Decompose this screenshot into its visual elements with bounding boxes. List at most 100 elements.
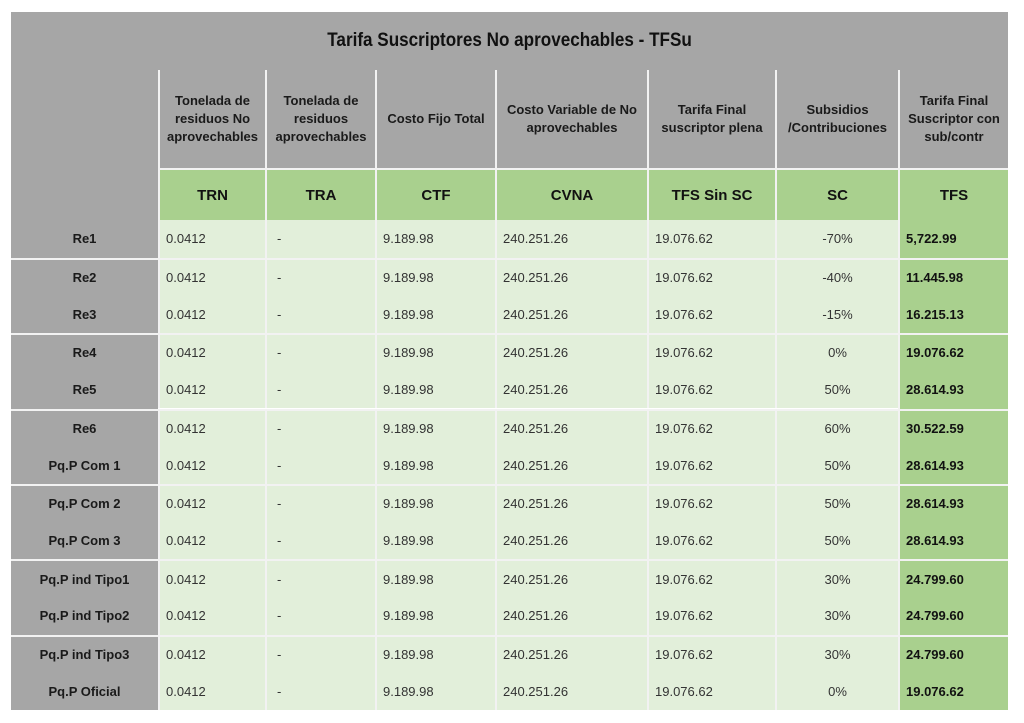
cell-cvna: 240.251.26	[495, 485, 647, 522]
tariff-table: Tarifa Suscriptores No aprovechables - T…	[11, 12, 1008, 711]
cell-ctf: 9.189.98	[375, 672, 495, 711]
row-label: Re1	[72, 231, 97, 247]
cell-sc: 0%	[775, 672, 898, 711]
cell-tfs: 19.076.62	[898, 335, 1008, 371]
cell-sc: 30%	[775, 561, 898, 597]
cell-tfs-sin-sc: 19.076.62	[647, 295, 775, 334]
table-row: Re1 0.0412-9.189.98 240.251.26 19.076.62 -70…	[11, 220, 1008, 258]
row-label: Re3	[72, 306, 97, 322]
cell-ctf: 9.189.98	[375, 521, 495, 560]
cell-tfs: 19.076.62	[898, 672, 1008, 711]
cell-tra: -	[265, 370, 375, 409]
cell-tfs: 28.614.93	[898, 485, 1008, 522]
cell-tfs: 24.799.60	[898, 561, 1008, 597]
table-row: Re6 0.0412-9.189.98 240.251.26 19.076.62 60%…	[11, 408, 1008, 447]
cell-trn: 0.0412	[158, 485, 265, 522]
cell-trn: 0.0412	[158, 561, 265, 597]
cell-sc: 50%	[775, 521, 898, 560]
cell-cvna: 240.251.26	[495, 370, 647, 409]
cell-tfs: 24.799.60	[898, 636, 1008, 673]
cell-tra: -	[265, 335, 375, 371]
cell-cvna: 240.251.26	[495, 295, 647, 334]
row-label: Pq.P Com 2	[48, 496, 121, 512]
header-tra: Tonelada de residuos aprovechables	[265, 70, 375, 168]
header-ctf: Costo Fijo Total	[375, 70, 495, 168]
row-label: Re2	[72, 270, 97, 286]
code-cvna: CVNA	[495, 168, 647, 220]
cell-tfs-sin-sc: 19.076.62	[647, 220, 775, 258]
cell-tfs: 28.614.93	[898, 521, 1008, 560]
cell-tfs-sin-sc: 19.076.62	[647, 636, 775, 673]
row-label: Re5	[72, 382, 97, 398]
cell-trn: 0.0412	[158, 259, 265, 296]
table-row: Pq.P Com 3 0.0412-9.189.98 240.251.26 19.07…	[11, 521, 1008, 560]
cell-ctf: 9.189.98	[375, 335, 495, 371]
cell-sc: 50%	[775, 485, 898, 522]
cell-sc: 30%	[775, 636, 898, 673]
cell-sc: 0%	[775, 335, 898, 371]
code-ctf: CTF	[375, 168, 495, 220]
cell-trn: 0.0412	[158, 597, 265, 635]
code-tfs: TFS	[898, 168, 1008, 220]
code-sc: SC	[775, 168, 898, 220]
code-trn: TRN	[158, 168, 265, 220]
row-label: Re6	[72, 420, 97, 436]
cell-tra: -	[265, 597, 375, 635]
cell-tfs-sin-sc: 19.076.62	[647, 672, 775, 711]
cell-tra: -	[265, 259, 375, 296]
cell-tfs-sin-sc: 19.076.62	[647, 259, 775, 296]
cell-sc: 50%	[775, 370, 898, 409]
cell-ctf: 9.189.98	[375, 410, 495, 447]
cell-ctf: 9.189.98	[375, 597, 495, 635]
cell-ctf: 9.189.98	[375, 220, 495, 258]
cell-ctf: 9.189.98	[375, 370, 495, 409]
cell-tfs-sin-sc: 19.076.62	[647, 410, 775, 447]
cell-tra: -	[265, 521, 375, 560]
row-label: Pq.P ind Tipo3	[39, 647, 130, 663]
cell-tfs: 28.614.93	[898, 370, 1008, 409]
cell-trn: 0.0412	[158, 636, 265, 673]
cell-trn: 0.0412	[158, 521, 265, 560]
cell-ctf: 9.189.98	[375, 561, 495, 597]
row-label: Pq.P Com 3	[48, 532, 121, 548]
cell-cvna: 240.251.26	[495, 220, 647, 258]
table-row: Pq.P ind Tipo2 0.0412-9.189.98 240.251.26 1…	[11, 597, 1008, 635]
cell-cvna: 240.251.26	[495, 446, 647, 484]
cell-tfs-sin-sc: 19.076.62	[647, 370, 775, 409]
cell-tra: -	[265, 485, 375, 522]
table-row: Re4 0.0412-9.189.98 240.251.26 19.076.62 0% 1…	[11, 333, 1008, 371]
row-label: Pq.P ind Tipo2	[39, 608, 130, 624]
header-sc: Subsidios /Contribuciones	[775, 70, 898, 168]
row-label: Pq.P ind Tipo1	[39, 571, 130, 587]
cell-tfs: 16.215.13	[898, 295, 1008, 334]
cell-cvna: 240.251.26	[495, 521, 647, 560]
header-tfs-sin-sc: Tarifa Final suscriptor plena	[647, 70, 775, 168]
cell-tfs: 24.799.60	[898, 597, 1008, 635]
cell-cvna: 240.251.26	[495, 335, 647, 371]
cell-sc: 30%	[775, 597, 898, 635]
cell-tra: -	[265, 295, 375, 334]
cell-tfs-sin-sc: 19.076.62	[647, 561, 775, 597]
cell-trn: 0.0412	[158, 672, 265, 711]
table-row: Pq.P ind Tipo3 0.0412-9.189.98 240.251.26 1…	[11, 634, 1008, 673]
cell-ctf: 9.189.98	[375, 636, 495, 673]
cell-cvna: 240.251.26	[495, 259, 647, 296]
cell-tfs: 11.445.98	[898, 259, 1008, 296]
cell-sc: -40%	[775, 259, 898, 296]
cell-ctf: 9.189.98	[375, 446, 495, 484]
table-row: Pq.P Com 1 0.0412-9.189.98 240.251.26 19.07…	[11, 446, 1008, 484]
code-tfs-sin-sc: TFS Sin SC	[647, 168, 775, 220]
row-label: Re4	[72, 345, 97, 361]
table-row: Pq.P Com 2 0.0412-9.189.98 240.251.26 19.07…	[11, 483, 1008, 522]
cell-sc: 60%	[775, 410, 898, 447]
cell-tra: -	[265, 446, 375, 484]
cell-cvna: 240.251.26	[495, 597, 647, 635]
row-label-column	[11, 70, 158, 710]
cell-cvna: 240.251.26	[495, 561, 647, 597]
row-label: Pq.P Oficial	[48, 683, 121, 699]
row-label: Pq.P Com 1	[48, 457, 121, 473]
cell-cvna: 240.251.26	[495, 636, 647, 673]
cell-tfs-sin-sc: 19.076.62	[647, 597, 775, 635]
cell-cvna: 240.251.26	[495, 672, 647, 711]
cell-tra: -	[265, 410, 375, 447]
